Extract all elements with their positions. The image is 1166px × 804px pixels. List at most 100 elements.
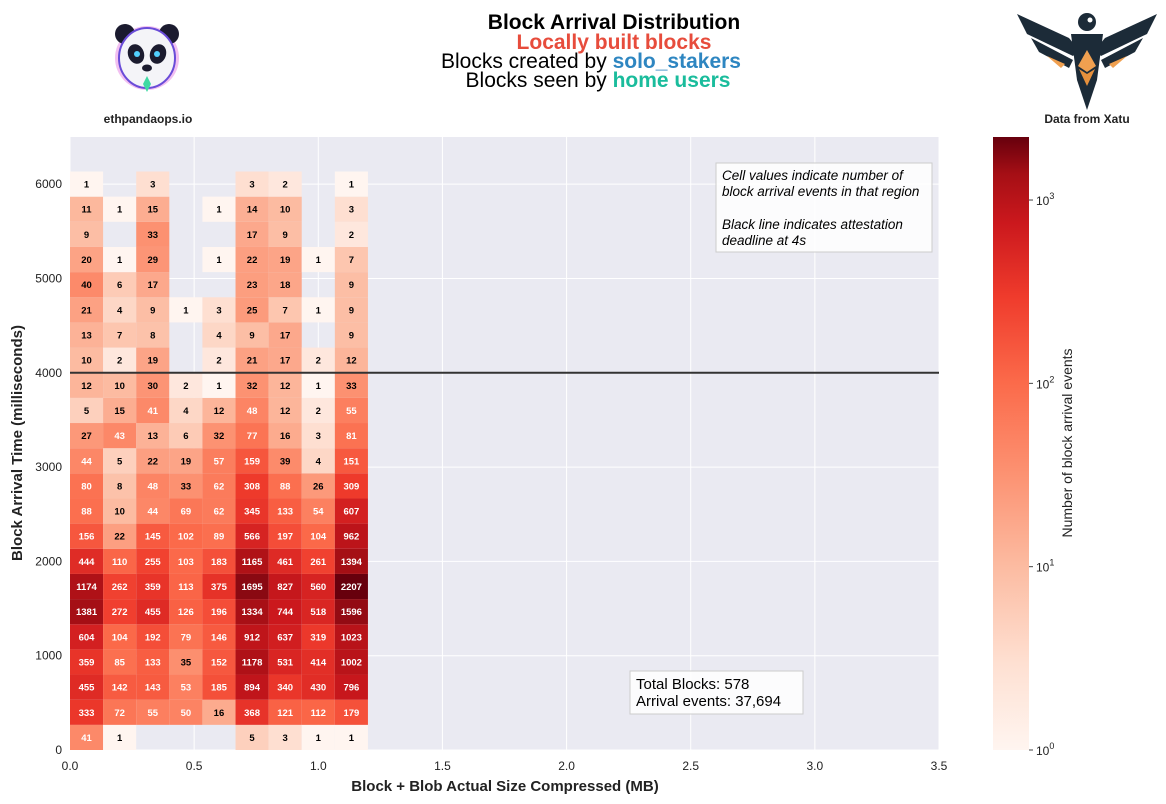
cell-value-label: 10 [114, 381, 125, 392]
heatmap-cell [103, 498, 137, 524]
heatmap-cell [268, 272, 302, 298]
heatmap-cell [70, 448, 104, 474]
heatmap-cell [268, 724, 302, 750]
cell-value-label: 48 [147, 481, 158, 492]
heatmap-cell [136, 397, 170, 424]
cell-value-label: 2 [349, 230, 354, 241]
colorbar-tick-exponent: 2 [1049, 374, 1054, 384]
heatmap-cell [268, 674, 302, 700]
heatmap-cell [103, 297, 137, 323]
cell-value-label: 13 [81, 330, 92, 341]
cell-value-label: 133 [277, 507, 293, 518]
heatmap-cell [136, 523, 170, 549]
heatmap-cell [268, 699, 302, 725]
heatmap-cell [268, 322, 302, 348]
heatmap-cell [334, 599, 368, 625]
heatmap-cell [235, 347, 269, 373]
cell-value-label: 1165 [242, 557, 263, 568]
cell-value-label: 2 [283, 180, 288, 191]
heatmap-cell [202, 624, 236, 650]
cell-value-label: 55 [346, 406, 357, 417]
heatmap-cell [169, 573, 203, 600]
heatmap-cell [70, 498, 104, 524]
heatmap-cell [235, 448, 269, 474]
heatmap-cell [235, 649, 269, 675]
x-tick-label: 1.5 [434, 759, 451, 773]
heatmap-cell [202, 423, 236, 449]
heatmap-cell [202, 397, 236, 424]
cell-value-label: 10 [280, 205, 291, 216]
heatmap-cell [301, 573, 335, 600]
heatmap-cell [136, 548, 170, 574]
note-line-1: Cell values indicate number of [722, 168, 904, 183]
cell-value-label: 1 [316, 305, 322, 316]
heatmap-cell [136, 699, 170, 725]
cell-value-label: 19 [147, 356, 158, 367]
cell-value-label: 113 [178, 582, 193, 593]
colorbar-tick-label: 100 [1036, 741, 1054, 758]
heatmap-cell [334, 297, 368, 323]
heatmap-cell [70, 372, 104, 398]
cell-value-label: 637 [277, 632, 293, 643]
heatmap-cell [301, 397, 335, 424]
cell-value-label: 4 [117, 305, 123, 316]
heatmap-cell [301, 674, 335, 700]
cell-value-label: 29 [147, 255, 158, 266]
heatmap-cell [235, 246, 269, 273]
heatmap-cell [235, 423, 269, 449]
note-line-4: deadline at 4s [722, 233, 806, 248]
created-by-prefix: Blocks created by [441, 50, 613, 73]
x-axis-ticks: 0.0 0.5 1.0 1.5 2.0 2.5 3.0 3.5 [62, 759, 948, 773]
cell-value-label: 196 [211, 607, 227, 618]
heatmap-cell [169, 498, 203, 524]
cell-value-label: 2207 [341, 582, 362, 593]
cell-value-label: 16 [214, 708, 225, 719]
heatmap-cell [202, 372, 236, 398]
x-tick-label: 0.0 [62, 759, 79, 773]
cell-value-label: 5 [117, 456, 123, 467]
heatmap-cell [103, 674, 137, 700]
heatmap-cell [103, 724, 137, 750]
heatmap-cell [268, 221, 302, 247]
heatmap-cell [334, 573, 368, 600]
heatmap-cell [169, 397, 203, 424]
cell-value-label: 44 [147, 507, 158, 518]
heatmap-cell [70, 523, 104, 549]
heatmap-cell [103, 347, 137, 373]
cell-value-label: 179 [343, 708, 359, 719]
cell-value-label: 50 [181, 708, 192, 719]
heatmap-cell [136, 272, 170, 298]
arrival-events-text: Arrival events: 37,694 [636, 693, 781, 710]
heatmap-cell [70, 724, 104, 750]
heatmap-cell [103, 423, 137, 449]
cell-value-label: 77 [247, 431, 258, 442]
cell-value-label: 88 [81, 507, 92, 518]
heatmap-cell [70, 297, 104, 323]
seen-by-prefix: Blocks seen by [466, 69, 613, 92]
heatmap-cell [136, 246, 170, 273]
heatmap-cell [70, 473, 104, 499]
heatmap-cell [169, 649, 203, 675]
cell-value-label: 27 [81, 431, 92, 442]
cell-value-label: 21 [247, 356, 258, 367]
heatmap-cell [103, 699, 137, 725]
heatmap-cell [70, 347, 104, 373]
x-axis-label: Block + Blob Actual Size Compressed (MB) [351, 778, 658, 795]
cell-value-label: 796 [343, 683, 359, 694]
cell-value-label: 146 [211, 632, 227, 643]
heatmap-cell [169, 599, 203, 625]
chart-subtitle-created-by: Blocks created by solo_stakers [441, 50, 741, 73]
cell-value-label: 1023 [341, 632, 362, 643]
cell-value-label: 6 [117, 280, 122, 291]
cell-value-label: 48 [247, 406, 258, 417]
cell-value-label: 185 [211, 683, 228, 694]
cell-value-label: 12 [214, 406, 225, 417]
note-box: Cell values indicate number of block arr… [715, 162, 933, 253]
cell-value-label: 333 [79, 708, 95, 719]
cell-value-label: 40 [81, 280, 92, 291]
xatu-label: Data from Xatu [1044, 112, 1129, 126]
cell-value-label: 43 [114, 431, 125, 442]
heatmap-cell [169, 448, 203, 474]
cell-value-label: 359 [79, 657, 95, 668]
